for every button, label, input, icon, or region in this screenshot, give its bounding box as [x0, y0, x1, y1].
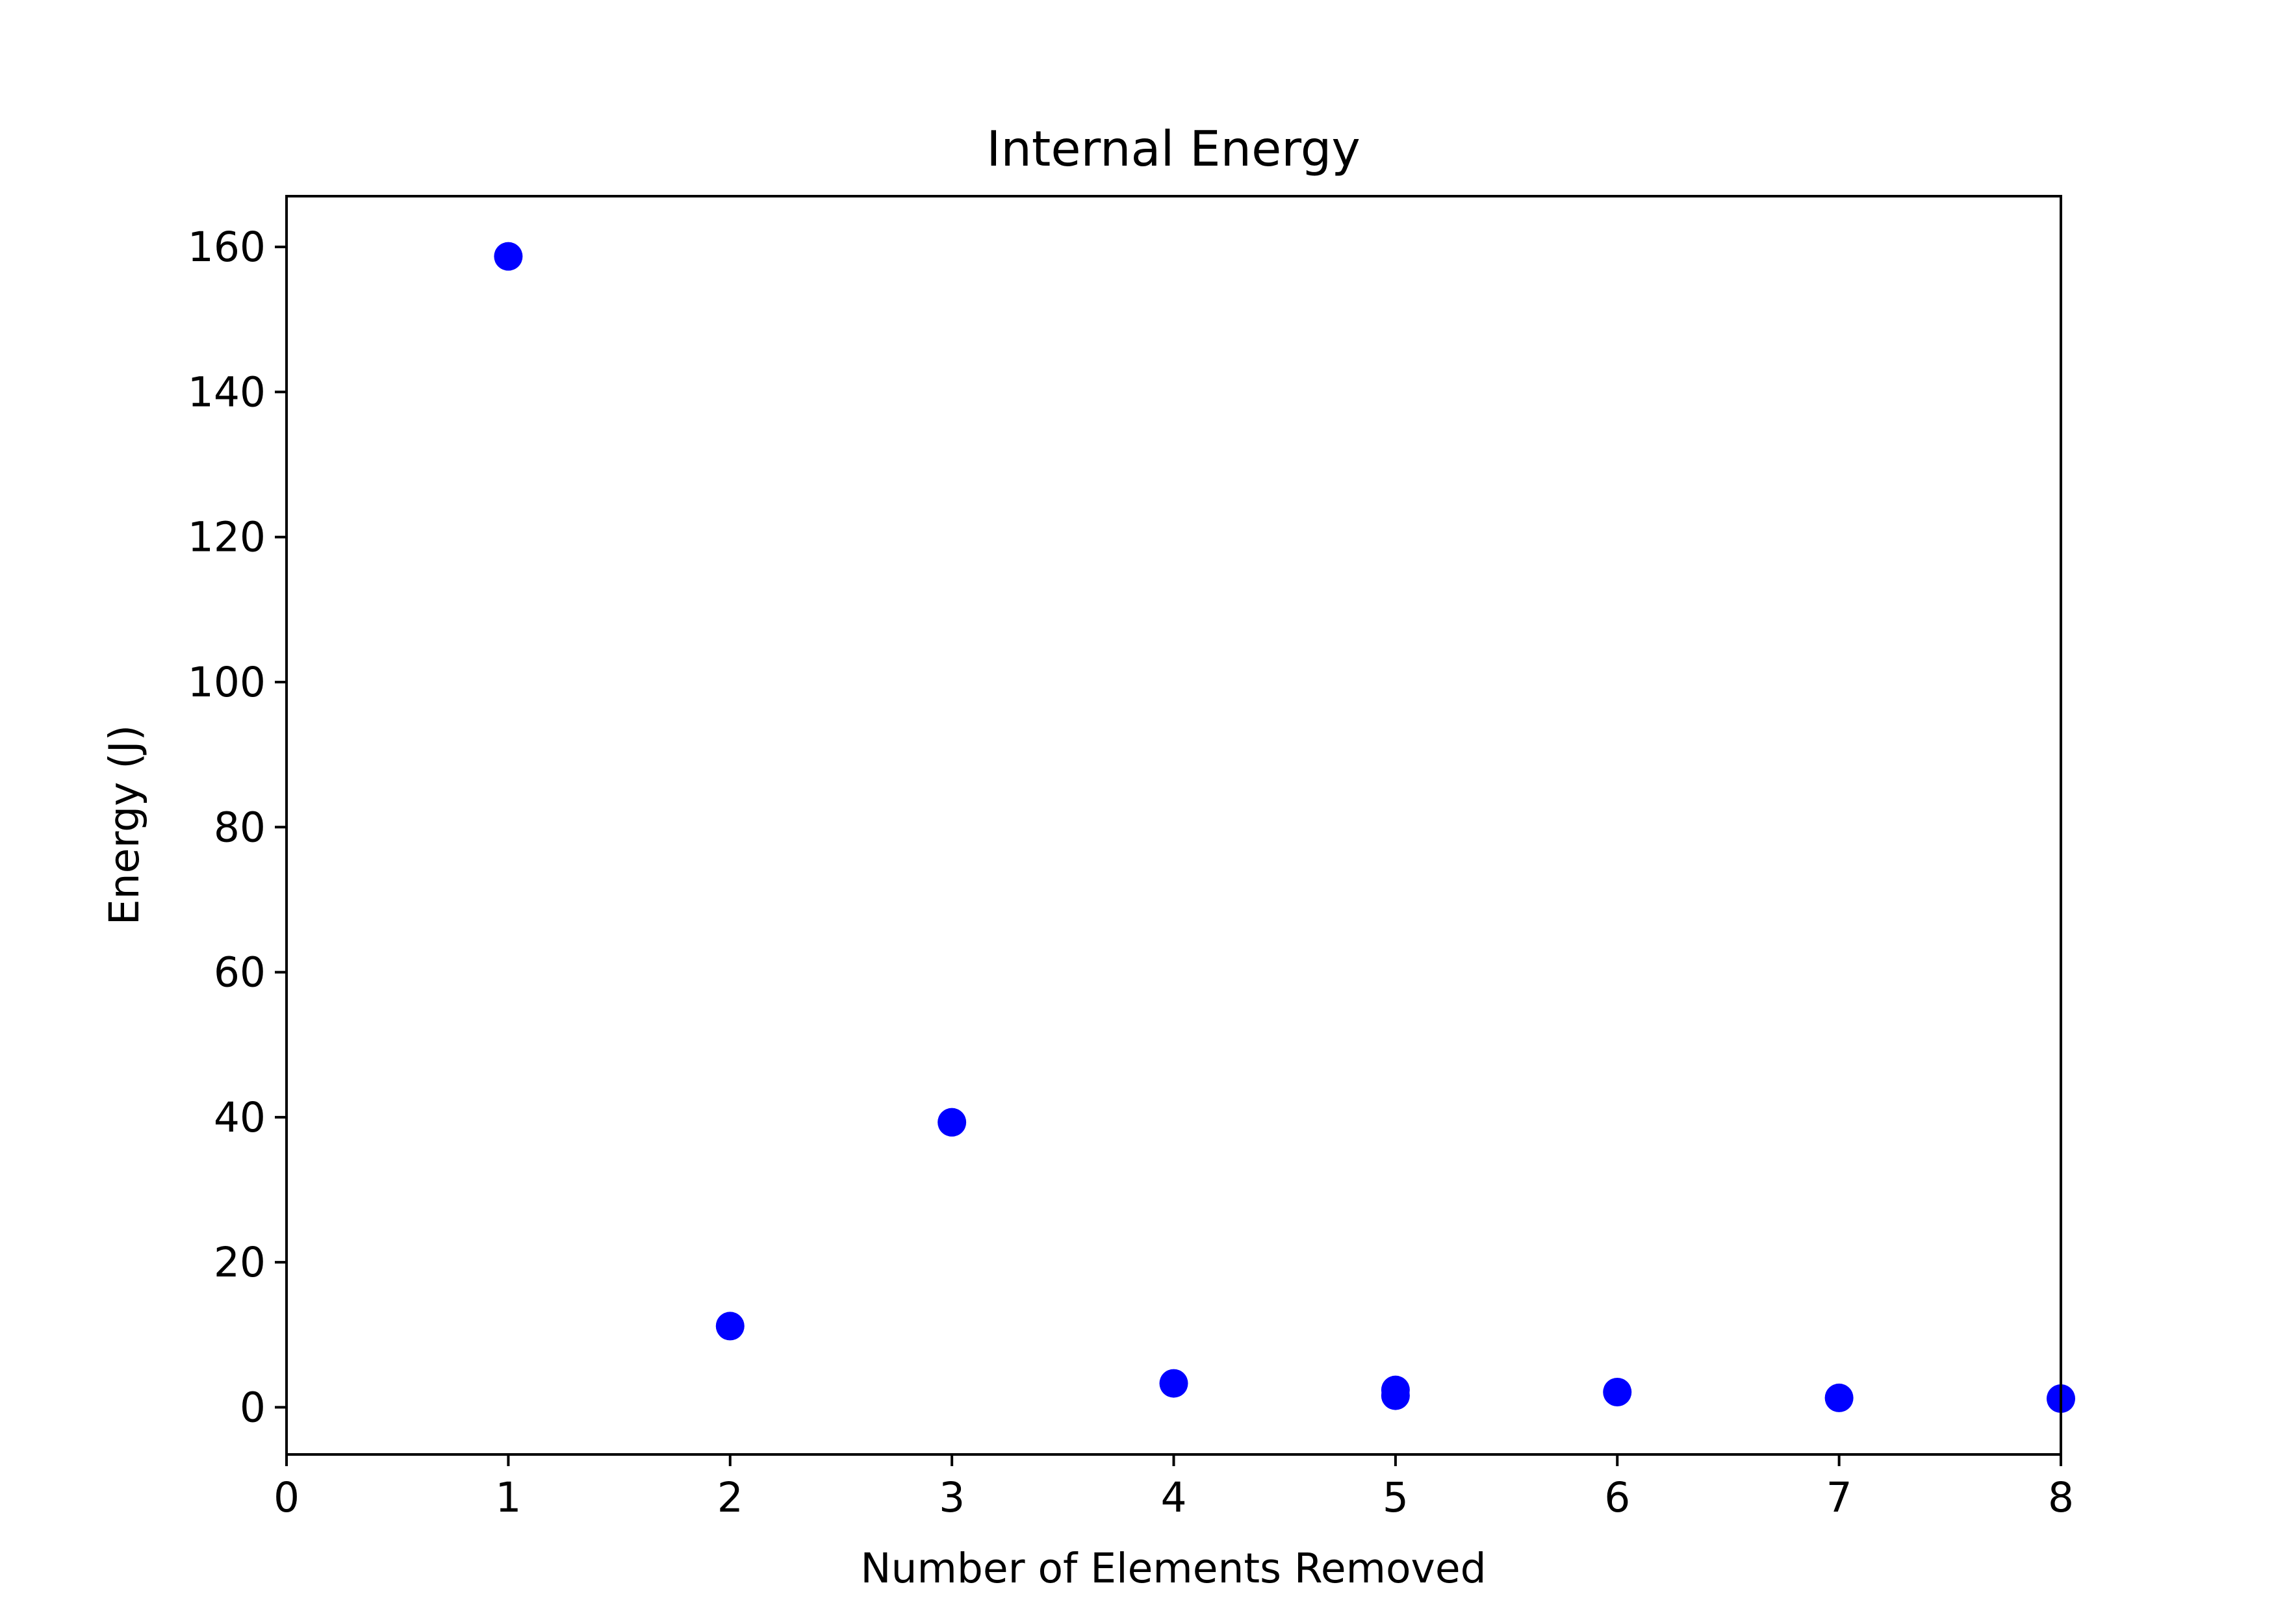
- y-tick-label: 40: [214, 1094, 266, 1141]
- data-point: [494, 242, 523, 271]
- x-tick-label: 0: [274, 1474, 300, 1521]
- y-tick-label: 80: [214, 804, 266, 851]
- x-tick-label: 1: [495, 1474, 521, 1521]
- x-tick-label: 6: [1604, 1474, 1630, 1521]
- chart-title: Internal Energy: [986, 120, 1360, 177]
- y-tick-label: 140: [188, 368, 266, 416]
- x-axis: 0 1 2 3 4 5 6 7 8: [274, 1454, 2074, 1521]
- data-point: [1159, 1369, 1188, 1398]
- y-tick-label: 20: [214, 1239, 266, 1286]
- x-tick-label: 4: [1160, 1474, 1186, 1521]
- x-axis-label: Number of Elements Removed: [860, 1545, 1486, 1592]
- data-point: [938, 1108, 967, 1137]
- x-tick-label: 5: [1383, 1474, 1409, 1521]
- data-point: [1824, 1383, 1854, 1412]
- data-points: [494, 242, 2075, 1414]
- y-tick-label: 160: [188, 223, 266, 271]
- y-axis-label: Energy (J): [101, 725, 148, 925]
- x-tick-label: 8: [2048, 1474, 2074, 1521]
- y-tick-label: 0: [240, 1384, 266, 1431]
- data-point: [715, 1312, 745, 1341]
- y-tick-label: 60: [214, 949, 266, 996]
- y-tick-label: 120: [188, 514, 266, 561]
- y-axis: 0 20 40 60 80 100 120 140 160: [188, 223, 287, 1431]
- x-tick-label: 3: [939, 1474, 965, 1521]
- data-point: [1603, 1377, 1632, 1406]
- y-tick-label: 100: [188, 659, 266, 706]
- data-point: [1381, 1381, 1410, 1410]
- x-tick-label: 7: [1826, 1474, 1852, 1521]
- plot-area-frame: [285, 195, 2062, 1456]
- x-tick-label: 2: [717, 1474, 743, 1521]
